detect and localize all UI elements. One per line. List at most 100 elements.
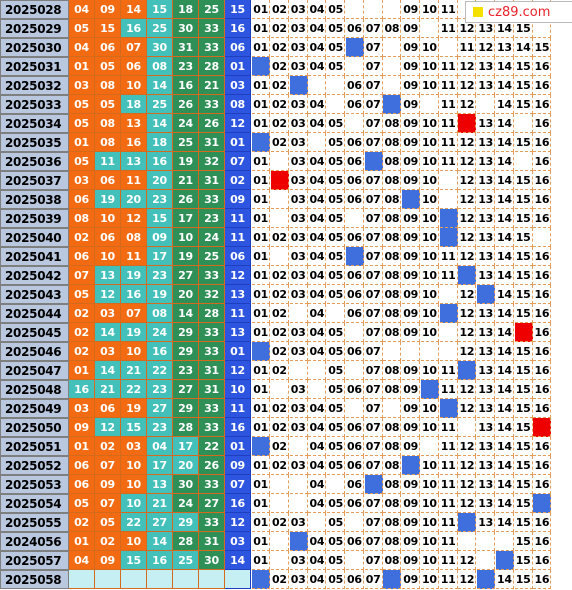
front-ball: 07 [121, 38, 147, 57]
distribution-cell: 12 [458, 342, 477, 361]
distribution-cell: 13 [477, 19, 496, 38]
issue-number[interactable]: 2025052 [0, 456, 69, 475]
issue-number[interactable]: 2025049 [0, 399, 69, 418]
issue-number[interactable]: 2025032 [0, 76, 69, 95]
issue-number[interactable]: 2025043 [0, 285, 69, 304]
distribution-cell: 03 [289, 551, 308, 570]
distribution-cell: 13 [477, 171, 496, 190]
distribution-cell: 08 [383, 152, 402, 171]
issue-number[interactable]: 2025057 [0, 551, 69, 570]
front-ball: 13 [147, 475, 173, 494]
distribution-cell: 09 [402, 152, 421, 171]
back-ball: 03 [225, 76, 251, 95]
issue-number[interactable]: 2025044 [0, 304, 69, 323]
draw-row: 2025051 01 02 03 04 17 22 01 02 04 05 06 07 08 09 11 12 1… [0, 437, 572, 456]
issue-number[interactable]: 2025033 [0, 95, 69, 114]
issue-number[interactable]: 2024056 [0, 532, 69, 551]
distribution-cell [383, 399, 402, 418]
distribution-cell: 09 [402, 133, 421, 152]
issue-number[interactable]: 2025039 [0, 209, 69, 228]
issue-number[interactable]: 2025030 [0, 38, 69, 57]
distribution-cell [383, 0, 402, 19]
distribution-cell: 02 [270, 0, 289, 19]
distribution-cell: 02 [270, 228, 289, 247]
front-ball: 05 [95, 57, 121, 76]
distribution-cell: 05 [327, 342, 346, 361]
front-ball: 33 [199, 418, 225, 437]
distribution-cell: 14 [495, 361, 514, 380]
distribution-cell: 05 [327, 399, 346, 418]
front-ball: 03 [95, 304, 121, 323]
distribution-cell: 14 [495, 304, 514, 323]
distribution-cell: 11 [439, 551, 458, 570]
distribution-cell [439, 342, 458, 361]
distribution-cell: 06 [345, 494, 364, 513]
distribution-cell: 01 [252, 361, 271, 380]
distribution-cell: 13 [477, 475, 496, 494]
distribution-cell: 05 [327, 114, 346, 133]
distribution-cell: 04 [308, 456, 327, 475]
issue-number[interactable]: 2025042 [0, 266, 69, 285]
front-ball: 24 [173, 494, 199, 513]
issue-number[interactable]: 2025058 [0, 570, 69, 589]
issue-number[interactable]: 2025051 [0, 437, 69, 456]
distribution-cell: 14 [495, 570, 514, 589]
issue-number[interactable]: 2025053 [0, 475, 69, 494]
front-ball: 14 [173, 304, 199, 323]
front-ball: 14 [147, 114, 173, 133]
site-logo[interactable]: cz89.com [465, 1, 572, 23]
distribution-cell: 12 [458, 399, 477, 418]
issue-number[interactable]: 2025029 [0, 19, 69, 38]
issue-number[interactable]: 2025038 [0, 190, 69, 209]
distribution-cell: 08 [383, 247, 402, 266]
issue-number[interactable]: 2025045 [0, 323, 69, 342]
back-ball: 12 [225, 266, 251, 285]
front-ball: 17 [173, 437, 199, 456]
distribution-cell: 06 [345, 475, 364, 494]
distribution-cell: 16 [533, 247, 552, 266]
front-ball: 19 [121, 266, 147, 285]
issue-number[interactable]: 2025055 [0, 513, 69, 532]
issue-number[interactable]: 2025035 [0, 133, 69, 152]
distribution-cell: 05 [327, 209, 346, 228]
distribution-cell: 08 [383, 456, 402, 475]
front-ball: 31 [199, 361, 225, 380]
distribution-cell: 12 [458, 551, 477, 570]
distribution-cell: 06 [345, 190, 364, 209]
distribution-cell: 09 [402, 266, 421, 285]
back-ball [225, 570, 251, 589]
distribution-cell: 09 [402, 19, 421, 38]
back-ball: 07 [225, 152, 251, 171]
back-ball: 01 [225, 342, 251, 361]
front-ball: 06 [69, 456, 95, 475]
distribution-cell: 12 [458, 494, 477, 513]
distribution-cell: 10 [420, 323, 439, 342]
issue-number[interactable]: 2025037 [0, 171, 69, 190]
distribution-cell: 13 [477, 228, 496, 247]
distribution-cell: 12 [458, 304, 477, 323]
issue-number[interactable]: 2025040 [0, 228, 69, 247]
front-ball: 14 [121, 0, 147, 19]
distribution-cell: 16 [533, 342, 552, 361]
issue-number[interactable]: 2025046 [0, 342, 69, 361]
issue-number[interactable]: 2025036 [0, 152, 69, 171]
distribution-cell: 02 [270, 342, 289, 361]
distribution-cell: 16 [533, 95, 552, 114]
issue-number[interactable]: 2025041 [0, 247, 69, 266]
distribution-cell: 03 [289, 456, 308, 475]
issue-number[interactable]: 2025050 [0, 418, 69, 437]
issue-number[interactable]: 2025054 [0, 494, 69, 513]
front-ball: 05 [69, 152, 95, 171]
issue-number[interactable]: 2025047 [0, 361, 69, 380]
front-ball: 04 [69, 551, 95, 570]
distribution-cell: 11 [439, 418, 458, 437]
distribution-cell [420, 19, 439, 38]
issue-number[interactable]: 2025034 [0, 114, 69, 133]
issue-number[interactable]: 2025048 [0, 380, 69, 399]
distribution-cell: 16 [533, 114, 552, 133]
distribution-cell: 04 [308, 171, 327, 190]
issue-number[interactable]: 2025028 [0, 0, 69, 19]
distribution-cell: 12 [458, 190, 477, 209]
issue-number[interactable]: 2025031 [0, 57, 69, 76]
distribution-cell: 09 [402, 380, 421, 399]
